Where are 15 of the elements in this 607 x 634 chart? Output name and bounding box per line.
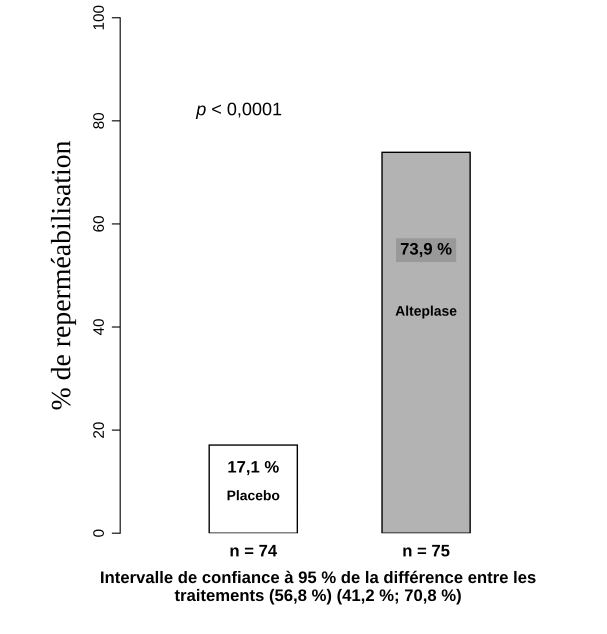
x-tick-label: n = 75: [403, 544, 450, 557]
annotation: Alteplase: [396, 306, 456, 319]
y-tick-label: 20: [93, 422, 104, 438]
x-axis-title: Intervalle de confiance à 95 % de la différence entre les traitements (56,8 %) (41,2 %; 70,8 %): [101, 570, 536, 604]
x-tick-label: n = 74: [230, 544, 278, 556]
annotation: p < 0,0001: [196, 102, 282, 119]
y-tick-label: 80: [93, 112, 104, 129]
data-label: 73,9 %: [400, 242, 452, 258]
y-tick-label: 0: [93, 530, 104, 537]
y-tick-label: 60: [93, 216, 104, 232]
annotation: Placebo: [228, 490, 280, 500]
y-axis-title: % de reperméabilisation: [50, 140, 76, 410]
y-tick-label: 100: [93, 6, 104, 30]
y-tick-label: 40: [93, 319, 104, 336]
data-label: 17,1 %: [228, 460, 279, 476]
